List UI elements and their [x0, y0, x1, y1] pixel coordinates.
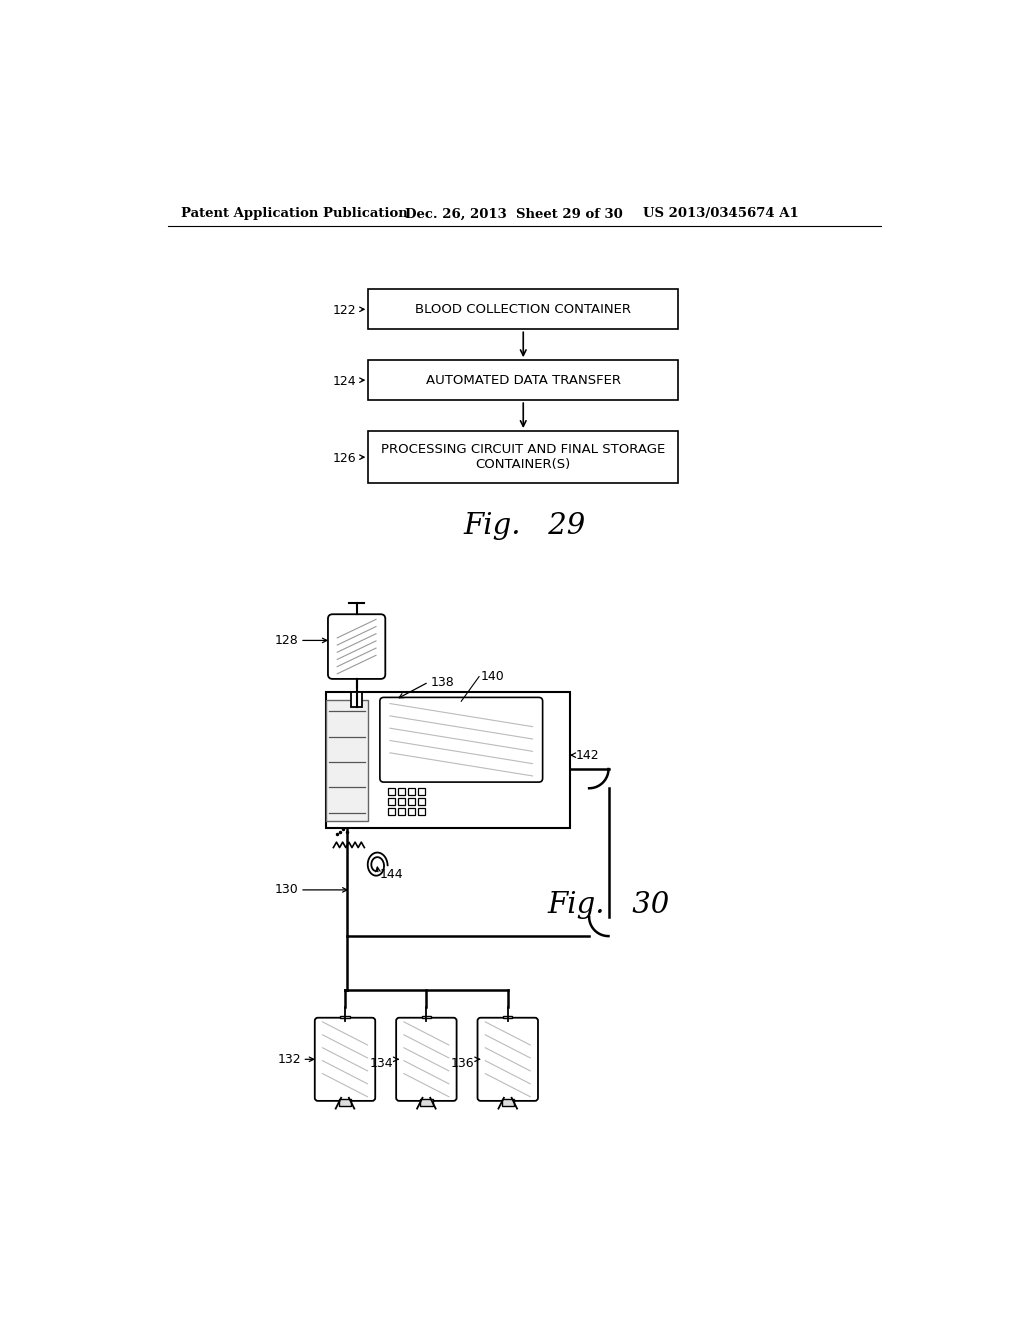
- Bar: [340, 1016, 349, 1019]
- Text: Fig.   29: Fig. 29: [464, 512, 586, 540]
- Bar: [408, 799, 415, 805]
- Bar: [369, 432, 678, 483]
- Text: 134: 134: [370, 1056, 393, 1069]
- FancyBboxPatch shape: [477, 1018, 538, 1101]
- Bar: [339, 1100, 351, 1106]
- Bar: [397, 808, 404, 816]
- FancyBboxPatch shape: [396, 1018, 457, 1101]
- Bar: [326, 692, 569, 829]
- Bar: [503, 1016, 512, 1019]
- Text: BLOOD COLLECTION CONTAINER: BLOOD COLLECTION CONTAINER: [416, 302, 631, 315]
- Text: 132: 132: [278, 1053, 301, 1065]
- Bar: [502, 1100, 514, 1106]
- Bar: [422, 1016, 431, 1019]
- Bar: [418, 808, 425, 816]
- Bar: [408, 788, 415, 795]
- Bar: [397, 799, 404, 805]
- Bar: [408, 808, 415, 816]
- FancyBboxPatch shape: [380, 697, 543, 781]
- Text: 140: 140: [480, 671, 505, 684]
- Text: 142: 142: [575, 748, 600, 762]
- Text: US 2013/0345674 A1: US 2013/0345674 A1: [643, 207, 799, 220]
- Bar: [388, 808, 394, 816]
- Text: Dec. 26, 2013  Sheet 29 of 30: Dec. 26, 2013 Sheet 29 of 30: [406, 207, 624, 220]
- Bar: [397, 788, 404, 795]
- Bar: [369, 360, 678, 400]
- Text: 130: 130: [274, 883, 299, 896]
- Text: 122: 122: [333, 305, 356, 317]
- Bar: [351, 692, 362, 708]
- Bar: [388, 788, 394, 795]
- Text: 136: 136: [451, 1056, 474, 1069]
- FancyBboxPatch shape: [314, 1018, 375, 1101]
- Text: 144: 144: [380, 869, 403, 880]
- Bar: [369, 289, 678, 330]
- Text: 126: 126: [333, 453, 356, 465]
- Text: 138: 138: [430, 676, 454, 689]
- Text: Patent Application Publication: Patent Application Publication: [180, 207, 408, 220]
- Text: 128: 128: [274, 634, 299, 647]
- FancyBboxPatch shape: [328, 614, 385, 678]
- Bar: [388, 799, 394, 805]
- Text: PROCESSING CIRCUIT AND FINAL STORAGE
CONTAINER(S): PROCESSING CIRCUIT AND FINAL STORAGE CON…: [381, 444, 666, 471]
- Text: Fig.   30: Fig. 30: [548, 891, 670, 919]
- Bar: [420, 1100, 432, 1106]
- Text: AUTOMATED DATA TRANSFER: AUTOMATED DATA TRANSFER: [426, 374, 621, 387]
- Text: 124: 124: [333, 375, 356, 388]
- Bar: [418, 799, 425, 805]
- Bar: [326, 700, 369, 821]
- Bar: [418, 788, 425, 795]
